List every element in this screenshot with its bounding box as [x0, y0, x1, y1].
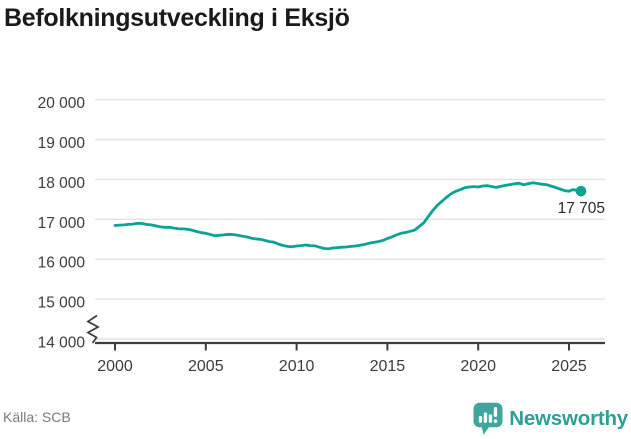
newsworthy-wordmark: Newsworthy [509, 407, 628, 430]
x-tick-label: 2000 [97, 358, 133, 375]
newsworthy-logo: Newsworthy [473, 402, 628, 436]
newsworthy-bar-chart-pin-icon [473, 402, 503, 435]
x-tick-label: 2010 [279, 358, 315, 375]
y-tick-label: 17 000 [38, 215, 86, 232]
source-label: Källa: SCB [3, 409, 71, 425]
y-tick-label: 20 000 [38, 95, 86, 112]
end-value-label: 17 705 [558, 200, 605, 217]
end-point-dot [575, 185, 587, 197]
axis-break-icon [86, 314, 100, 344]
y-tick-label: 15 000 [38, 295, 86, 312]
chart-title: Befolkningsutveckling i Eksjö [4, 4, 350, 32]
y-tick-label: 16 000 [38, 255, 86, 272]
x-tick-label: 2025 [551, 358, 587, 375]
x-tick-label: 2005 [188, 358, 224, 375]
population-line [113, 181, 583, 251]
y-tick-label: 19 000 [38, 135, 86, 152]
y-tick-label: 18 000 [38, 175, 86, 192]
x-tick-label: 2020 [460, 358, 496, 375]
y-tick-label: 14 000 [38, 335, 86, 352]
x-tick-label: 2015 [370, 358, 406, 375]
